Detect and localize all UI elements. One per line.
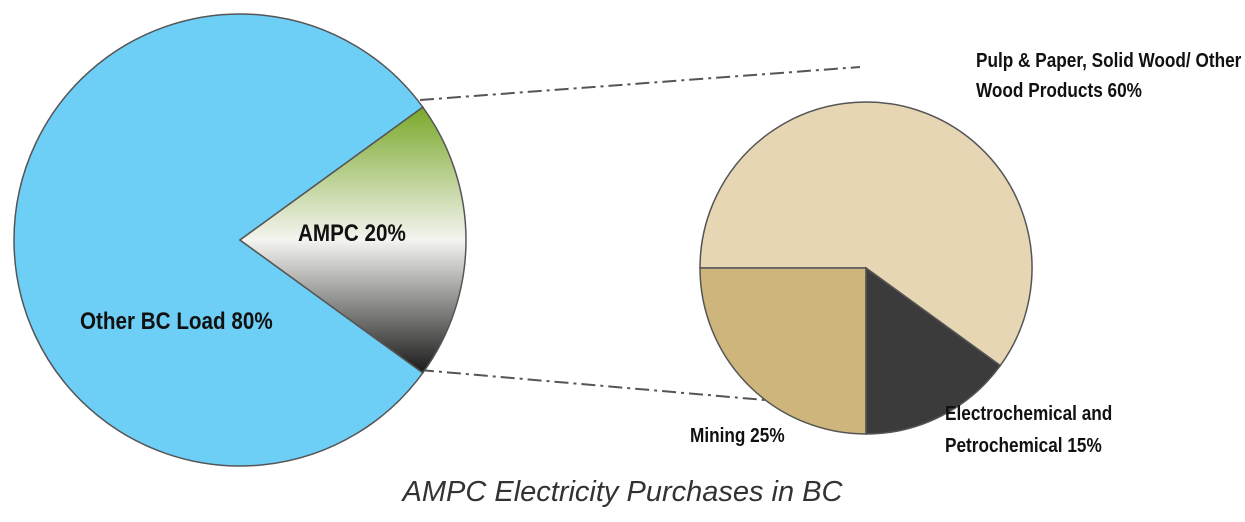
chart-title: AMPC Electricity Purchases in BC bbox=[402, 476, 843, 508]
pie-slice bbox=[13, 13, 424, 467]
pie-slice bbox=[699, 101, 1033, 367]
data-label: Other BC Load 80% bbox=[80, 308, 273, 335]
data-label: AMPC 20% bbox=[298, 220, 406, 247]
connector bbox=[419, 66, 861, 101]
data-label: Mining 25% bbox=[690, 425, 785, 447]
pie-slice bbox=[238, 106, 467, 374]
pie-slice bbox=[699, 267, 867, 435]
pie-slice bbox=[865, 266, 1002, 435]
data-label: Electrochemical and Petrochemical 15% bbox=[945, 403, 1113, 457]
data-label: Pulp & Paper, Solid Wood/ Other Wood Pro… bbox=[976, 50, 1242, 102]
